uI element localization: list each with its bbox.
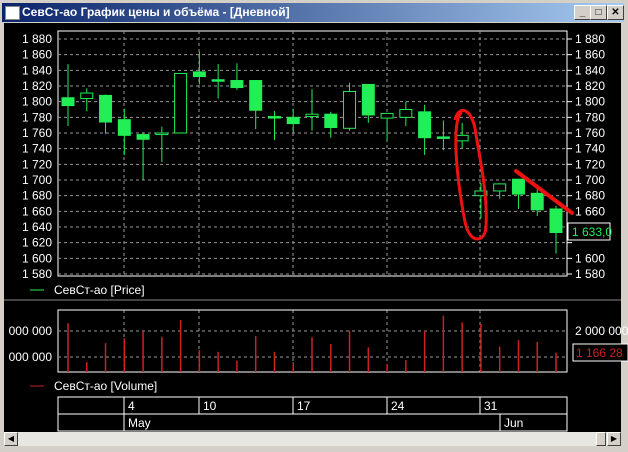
candle-body xyxy=(436,136,450,139)
price-tick-left: 1 860 xyxy=(22,48,52,62)
maximize-button[interactable]: □ xyxy=(590,5,607,20)
candle-body xyxy=(324,113,338,129)
price-tick-right: 1 760 xyxy=(575,126,605,140)
horizontal-scrollbar[interactable]: ◀ ▶ xyxy=(4,432,621,446)
price-tick-left: 1 780 xyxy=(22,110,52,124)
price-plot-frame xyxy=(57,30,568,277)
candle-body xyxy=(249,80,263,111)
candle-body xyxy=(305,113,319,118)
price-tick-left: 1 620 xyxy=(22,236,52,250)
price-tick-left: 1 740 xyxy=(22,142,52,156)
price-tick-right: 1 740 xyxy=(575,142,605,156)
current-price-label: 1 633,0 xyxy=(572,225,612,239)
price-tick-right: 1 680 xyxy=(575,189,605,203)
candle-body xyxy=(530,192,544,211)
candle-body xyxy=(155,132,169,136)
volume-legend: СевСт-ао [Volume] xyxy=(54,379,157,393)
price-tick-left: 1 600 xyxy=(22,251,52,265)
candle-body xyxy=(399,109,413,118)
window-title: СевСт-ао График цены и объёма - [Дневной… xyxy=(22,5,290,19)
date-month-label: Jun xyxy=(504,416,523,430)
scroll-right-button[interactable]: ▶ xyxy=(607,432,621,446)
price-tick-left: 1 840 xyxy=(22,63,52,77)
candle-body xyxy=(211,79,225,82)
date-day-label: 10 xyxy=(203,399,217,413)
price-tick-right: 1 580 xyxy=(575,267,605,281)
price-tick-right: 1 700 xyxy=(575,173,605,187)
candle-body xyxy=(418,111,432,139)
close-button[interactable]: ✕ xyxy=(607,5,624,20)
candle-body xyxy=(493,183,507,192)
date-day-label: 4 xyxy=(128,399,135,413)
price-tick-right: 1 660 xyxy=(575,204,605,218)
candle-body xyxy=(174,72,188,134)
date-day-label: 17 xyxy=(297,399,311,413)
candle-body xyxy=(192,71,206,78)
candle-body xyxy=(267,116,281,119)
price-tick-left: 1 800 xyxy=(22,95,52,109)
price-tick-right: 1 880 xyxy=(575,32,605,46)
price-tick-right: 1 600 xyxy=(575,251,605,265)
scroll-left-button[interactable]: ◀ xyxy=(4,432,18,446)
candle-body xyxy=(361,83,375,116)
date-month-label: May xyxy=(128,416,151,430)
candle-body xyxy=(61,97,75,107)
current-volume-box xyxy=(572,343,628,362)
date-day-label: 31 xyxy=(484,399,498,413)
price-tick-left: 1 660 xyxy=(22,204,52,218)
date-day-label: 24 xyxy=(391,399,405,413)
candle-body xyxy=(230,80,244,89)
candle-body xyxy=(455,134,469,142)
price-tick-right: 1 780 xyxy=(575,110,605,124)
price-tick-left: 1 640 xyxy=(22,220,52,234)
candle-body xyxy=(380,112,394,119)
candle-body xyxy=(117,119,131,136)
price-tick-right: 1 820 xyxy=(575,79,605,93)
price-tick-right: 1 720 xyxy=(575,157,605,171)
volume-tick-left: 000 000 xyxy=(9,324,53,338)
chart-app-icon xyxy=(5,6,20,20)
price-tick-left: 1 580 xyxy=(22,267,52,281)
price-tick-left: 1 760 xyxy=(22,126,52,140)
title-bar: СевСт-ао График цены и объёма - [Дневной… xyxy=(2,3,624,22)
candle-body xyxy=(80,92,94,100)
volume-tick-left: 000 000 xyxy=(9,350,53,364)
candle-body xyxy=(511,178,525,195)
price-tick-right: 1 860 xyxy=(575,48,605,62)
candle-body xyxy=(549,208,563,233)
price-legend: СевСт-ао [Price] xyxy=(54,283,145,297)
candle-body xyxy=(474,190,488,197)
candle-body xyxy=(343,90,357,129)
annotation-ellipse xyxy=(453,109,488,241)
candle-body xyxy=(286,116,300,125)
price-tick-left: 1 700 xyxy=(22,173,52,187)
volume-tick-right: 2 000 000 xyxy=(575,324,628,338)
price-tick-left: 1 820 xyxy=(22,79,52,93)
current-volume-label: 1 166 28 xyxy=(576,346,623,360)
price-tick-left: 1 880 xyxy=(22,32,52,46)
annotation-trend-line xyxy=(514,169,574,215)
price-tick-right: 1 840 xyxy=(575,63,605,77)
candle-body xyxy=(136,134,150,140)
price-tick-left: 1 680 xyxy=(22,189,52,203)
price-tick-right: 1 800 xyxy=(575,95,605,109)
scroll-thumb[interactable] xyxy=(596,432,606,446)
price-tick-left: 1 720 xyxy=(22,157,52,171)
candle-body xyxy=(99,94,113,123)
current-price-box xyxy=(567,222,611,241)
